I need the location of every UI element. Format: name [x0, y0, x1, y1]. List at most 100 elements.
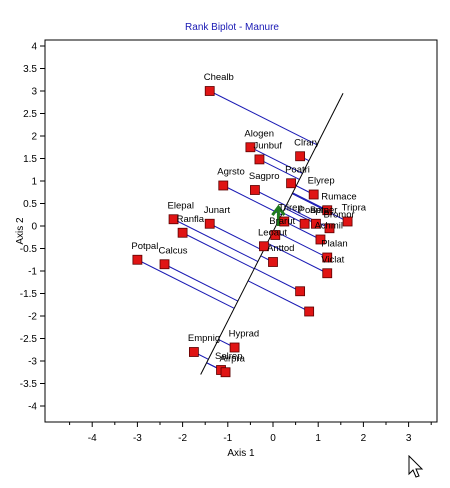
y-tick-label: -1.5: [20, 289, 38, 300]
y-axis-label: Axis 2: [15, 217, 26, 245]
species-point-marker: [268, 257, 278, 267]
chart-title: Rank Biplot - Manure: [185, 22, 279, 33]
species-label: Bromor: [324, 209, 355, 220]
species-label: Clrary: [294, 137, 320, 148]
projection-line: [292, 192, 328, 211]
projection-line: [285, 205, 330, 229]
y-tick-label: -0.5: [20, 244, 38, 255]
species-label: Poapra: [299, 205, 330, 216]
species-label: Belper: [310, 205, 337, 216]
species-label: Poatri: [285, 164, 310, 175]
species-label: Empnig: [188, 333, 220, 344]
species-point-marker: [315, 234, 326, 245]
y-tick-label: -3: [28, 357, 37, 368]
species-point-marker: [159, 259, 170, 270]
species-point-marker: [254, 154, 265, 165]
projection-line: [266, 242, 328, 274]
species-label: Trirep: [278, 203, 302, 214]
projection-line: [250, 146, 303, 174]
projection-line: [259, 158, 300, 180]
y-tick-label: 4: [31, 42, 37, 53]
projection-line: [284, 207, 317, 225]
x-axis-label: Axis 1: [227, 448, 255, 459]
species-point-marker: [132, 254, 143, 265]
species-label: Potpal: [131, 241, 158, 252]
y-tick-label: -2: [28, 312, 37, 323]
species-label: Brarut: [269, 216, 295, 227]
species-points: [132, 86, 353, 378]
y-tick-label: -4: [28, 402, 37, 413]
y-tick-label: 2.5: [23, 109, 37, 120]
species-point-marker: [177, 227, 188, 238]
species-point-marker: [308, 189, 319, 200]
species-point-marker: [322, 268, 333, 279]
species-point-marker: [304, 306, 315, 317]
species-point-marker: [168, 214, 179, 225]
y-tick-label: 0: [31, 222, 37, 233]
mouse-pointer-icon: [408, 455, 424, 478]
species-label: Junart: [204, 205, 231, 216]
species-point-marker: [204, 86, 215, 96]
y-tick-label: 3.5: [23, 64, 37, 75]
species-label: Chealb: [204, 72, 234, 83]
species-point-marker: [245, 142, 256, 153]
x-tick-label: -1: [223, 433, 232, 444]
species-point-marker: [259, 241, 269, 252]
species-point-marker: [322, 252, 333, 263]
species-point-marker: [311, 218, 321, 229]
x-tick-label: 2: [361, 433, 367, 444]
y-tick-label: 3: [31, 87, 37, 98]
species-point-marker: [220, 367, 231, 378]
projection-line: [209, 223, 264, 252]
species-label: Junbuf: [253, 140, 282, 151]
y-tick-label: 0.5: [23, 199, 37, 210]
projection-line: [137, 259, 235, 309]
species-point-marker: [295, 151, 306, 162]
species-label: Leoaut: [258, 227, 287, 238]
species-point-marker: [322, 205, 333, 216]
projection-line: [254, 267, 301, 292]
species-label: Rumace: [321, 191, 356, 202]
species-point-marker: [188, 347, 199, 357]
x-tick-label: -2: [178, 433, 187, 444]
projection-line: [291, 193, 348, 222]
y-axis: 4 3.5 3 2.5 2 1.5 1 0.5 0 -0.5 -1 -1.5 -2 -2.5 -3 -3.5 -…: [20, 42, 45, 413]
species-label: Viclat: [321, 254, 344, 265]
x-axis: -4 -3 -2 -1 0 1 2 3: [69, 422, 432, 444]
projection-line: [247, 280, 310, 312]
species-label: Salrep: [215, 351, 242, 362]
species-label: Elepal: [168, 200, 194, 211]
direction-arrow: [271, 204, 286, 226]
species-label: Sagpro: [249, 171, 280, 182]
y-tick-label: 1: [31, 177, 37, 188]
projection-line: [223, 185, 282, 216]
species-label: Plalan: [321, 239, 347, 250]
species-label: Calcus: [159, 245, 188, 256]
x-tick-label: 1: [315, 433, 321, 444]
x-tick-label: -4: [88, 433, 97, 444]
arrow-head: [271, 204, 286, 217]
plot-frame: [44, 39, 438, 423]
species-label: Tripra: [342, 203, 367, 214]
projection-line: [173, 218, 259, 262]
species-label: Hyprad: [229, 329, 260, 340]
species-label: Anttod: [267, 243, 294, 254]
y-tick-label: -2.5: [20, 334, 38, 345]
y-tick-label: 1.5: [23, 154, 37, 165]
y-tick-label: -3.5: [20, 379, 38, 390]
species-point-marker: [299, 218, 310, 229]
species-point-marker: [250, 185, 260, 195]
species-point-marker: [295, 286, 306, 297]
projection-line: [273, 230, 328, 258]
projection-line: [164, 263, 239, 302]
x-tick-label: -3: [133, 433, 142, 444]
y-tick-label: -1: [28, 267, 37, 278]
species-point-marker: [270, 230, 281, 240]
species-label: Alogen: [244, 128, 274, 139]
species-label: Airpra: [220, 353, 246, 364]
x-tick-label: 0: [270, 433, 276, 444]
species-point-marker: [279, 216, 290, 227]
species-point-marker: [286, 178, 296, 189]
